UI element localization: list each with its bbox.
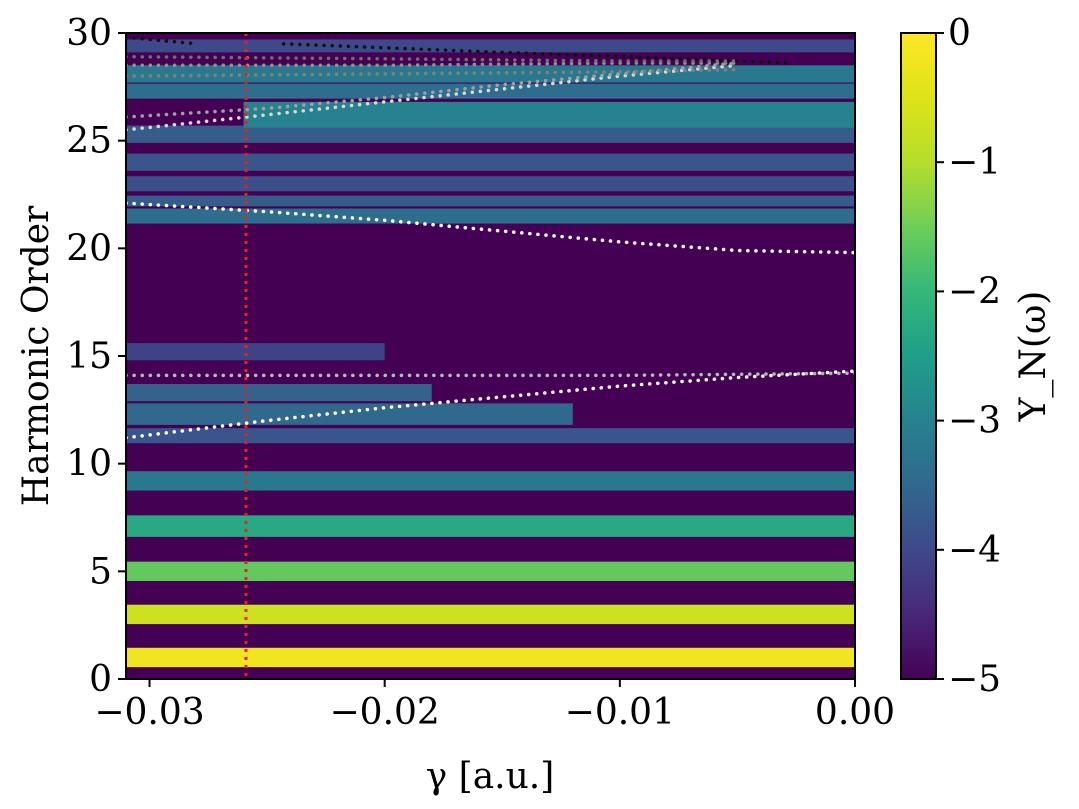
heatmap-bands bbox=[126, 39, 855, 668]
heatmap-band-10 bbox=[126, 195, 855, 207]
x-tick-label: 0.00 bbox=[815, 692, 895, 733]
colorbar-tick-label: −4 bbox=[948, 530, 1001, 571]
heatmap-band-8 bbox=[126, 343, 385, 361]
heatmap-band-15 bbox=[126, 83, 855, 99]
trajectory-1 bbox=[126, 369, 855, 440]
x-tick-label: −0.03 bbox=[94, 692, 204, 733]
colorbar-tick-label: −3 bbox=[948, 401, 1001, 442]
heatmap-band-6 bbox=[126, 403, 573, 425]
heatmap-band-14 bbox=[243, 101, 855, 128]
heatmap-band-12 bbox=[126, 153, 855, 171]
heatmap-band-7 bbox=[126, 383, 432, 402]
trajectory-2 bbox=[126, 371, 855, 378]
y-tick-label: 0 bbox=[89, 659, 112, 700]
x-tick-label: −0.02 bbox=[330, 692, 440, 733]
y-tick-label: 25 bbox=[66, 121, 112, 162]
heatmap-band-0 bbox=[126, 647, 855, 668]
mode-trajectories bbox=[126, 35, 855, 440]
heatmap-band-3 bbox=[126, 515, 855, 537]
y-tick-label: 10 bbox=[66, 444, 112, 485]
y-tick-label: 5 bbox=[89, 551, 112, 592]
colorbar: 0 −1 −2 −3 −4 −5 Y_N(ω) bbox=[900, 13, 1054, 700]
heatmap-band-17 bbox=[126, 39, 855, 53]
heatmap-band-5 bbox=[126, 428, 855, 444]
colorbar-ticks: 0 −1 −2 −3 −4 −5 bbox=[936, 13, 1001, 700]
x-axis-ticks: −0.03 −0.02 −0.01 0.00 bbox=[94, 679, 895, 733]
trajectory-7 bbox=[126, 54, 740, 63]
y-axis-label: Harmonic Order bbox=[16, 205, 57, 506]
heatmap-band-1 bbox=[126, 604, 855, 625]
heatmap-panel bbox=[125, 32, 856, 680]
x-tick-label: −0.01 bbox=[565, 692, 675, 733]
colorbar-tick-label: −5 bbox=[948, 659, 1001, 700]
trajectory-5 bbox=[126, 67, 740, 78]
y-tick-label: 30 bbox=[66, 13, 112, 54]
y-tick-label: 20 bbox=[66, 228, 112, 269]
heatmap-band-13 bbox=[126, 125, 855, 143]
colorbar-tick-label: −2 bbox=[948, 271, 1001, 312]
trajectory-6 bbox=[126, 61, 740, 68]
heatmap-band-2 bbox=[126, 561, 855, 582]
heatmap-band-9 bbox=[126, 208, 855, 224]
colorbar-gradient bbox=[900, 32, 937, 680]
x-axis-label: γ [a.u.] bbox=[426, 756, 555, 797]
y-tick-label: 15 bbox=[66, 336, 112, 377]
colorbar-tick-label: 0 bbox=[948, 13, 971, 54]
colorbar-tick-label: −1 bbox=[948, 142, 1001, 183]
y-axis-ticks: 0 5 10 15 20 25 30 bbox=[66, 13, 126, 700]
heatmap-band-4 bbox=[126, 471, 855, 491]
colorbar-label: Y_N(ω) bbox=[1013, 291, 1054, 423]
heatmap-band-11 bbox=[126, 176, 855, 192]
